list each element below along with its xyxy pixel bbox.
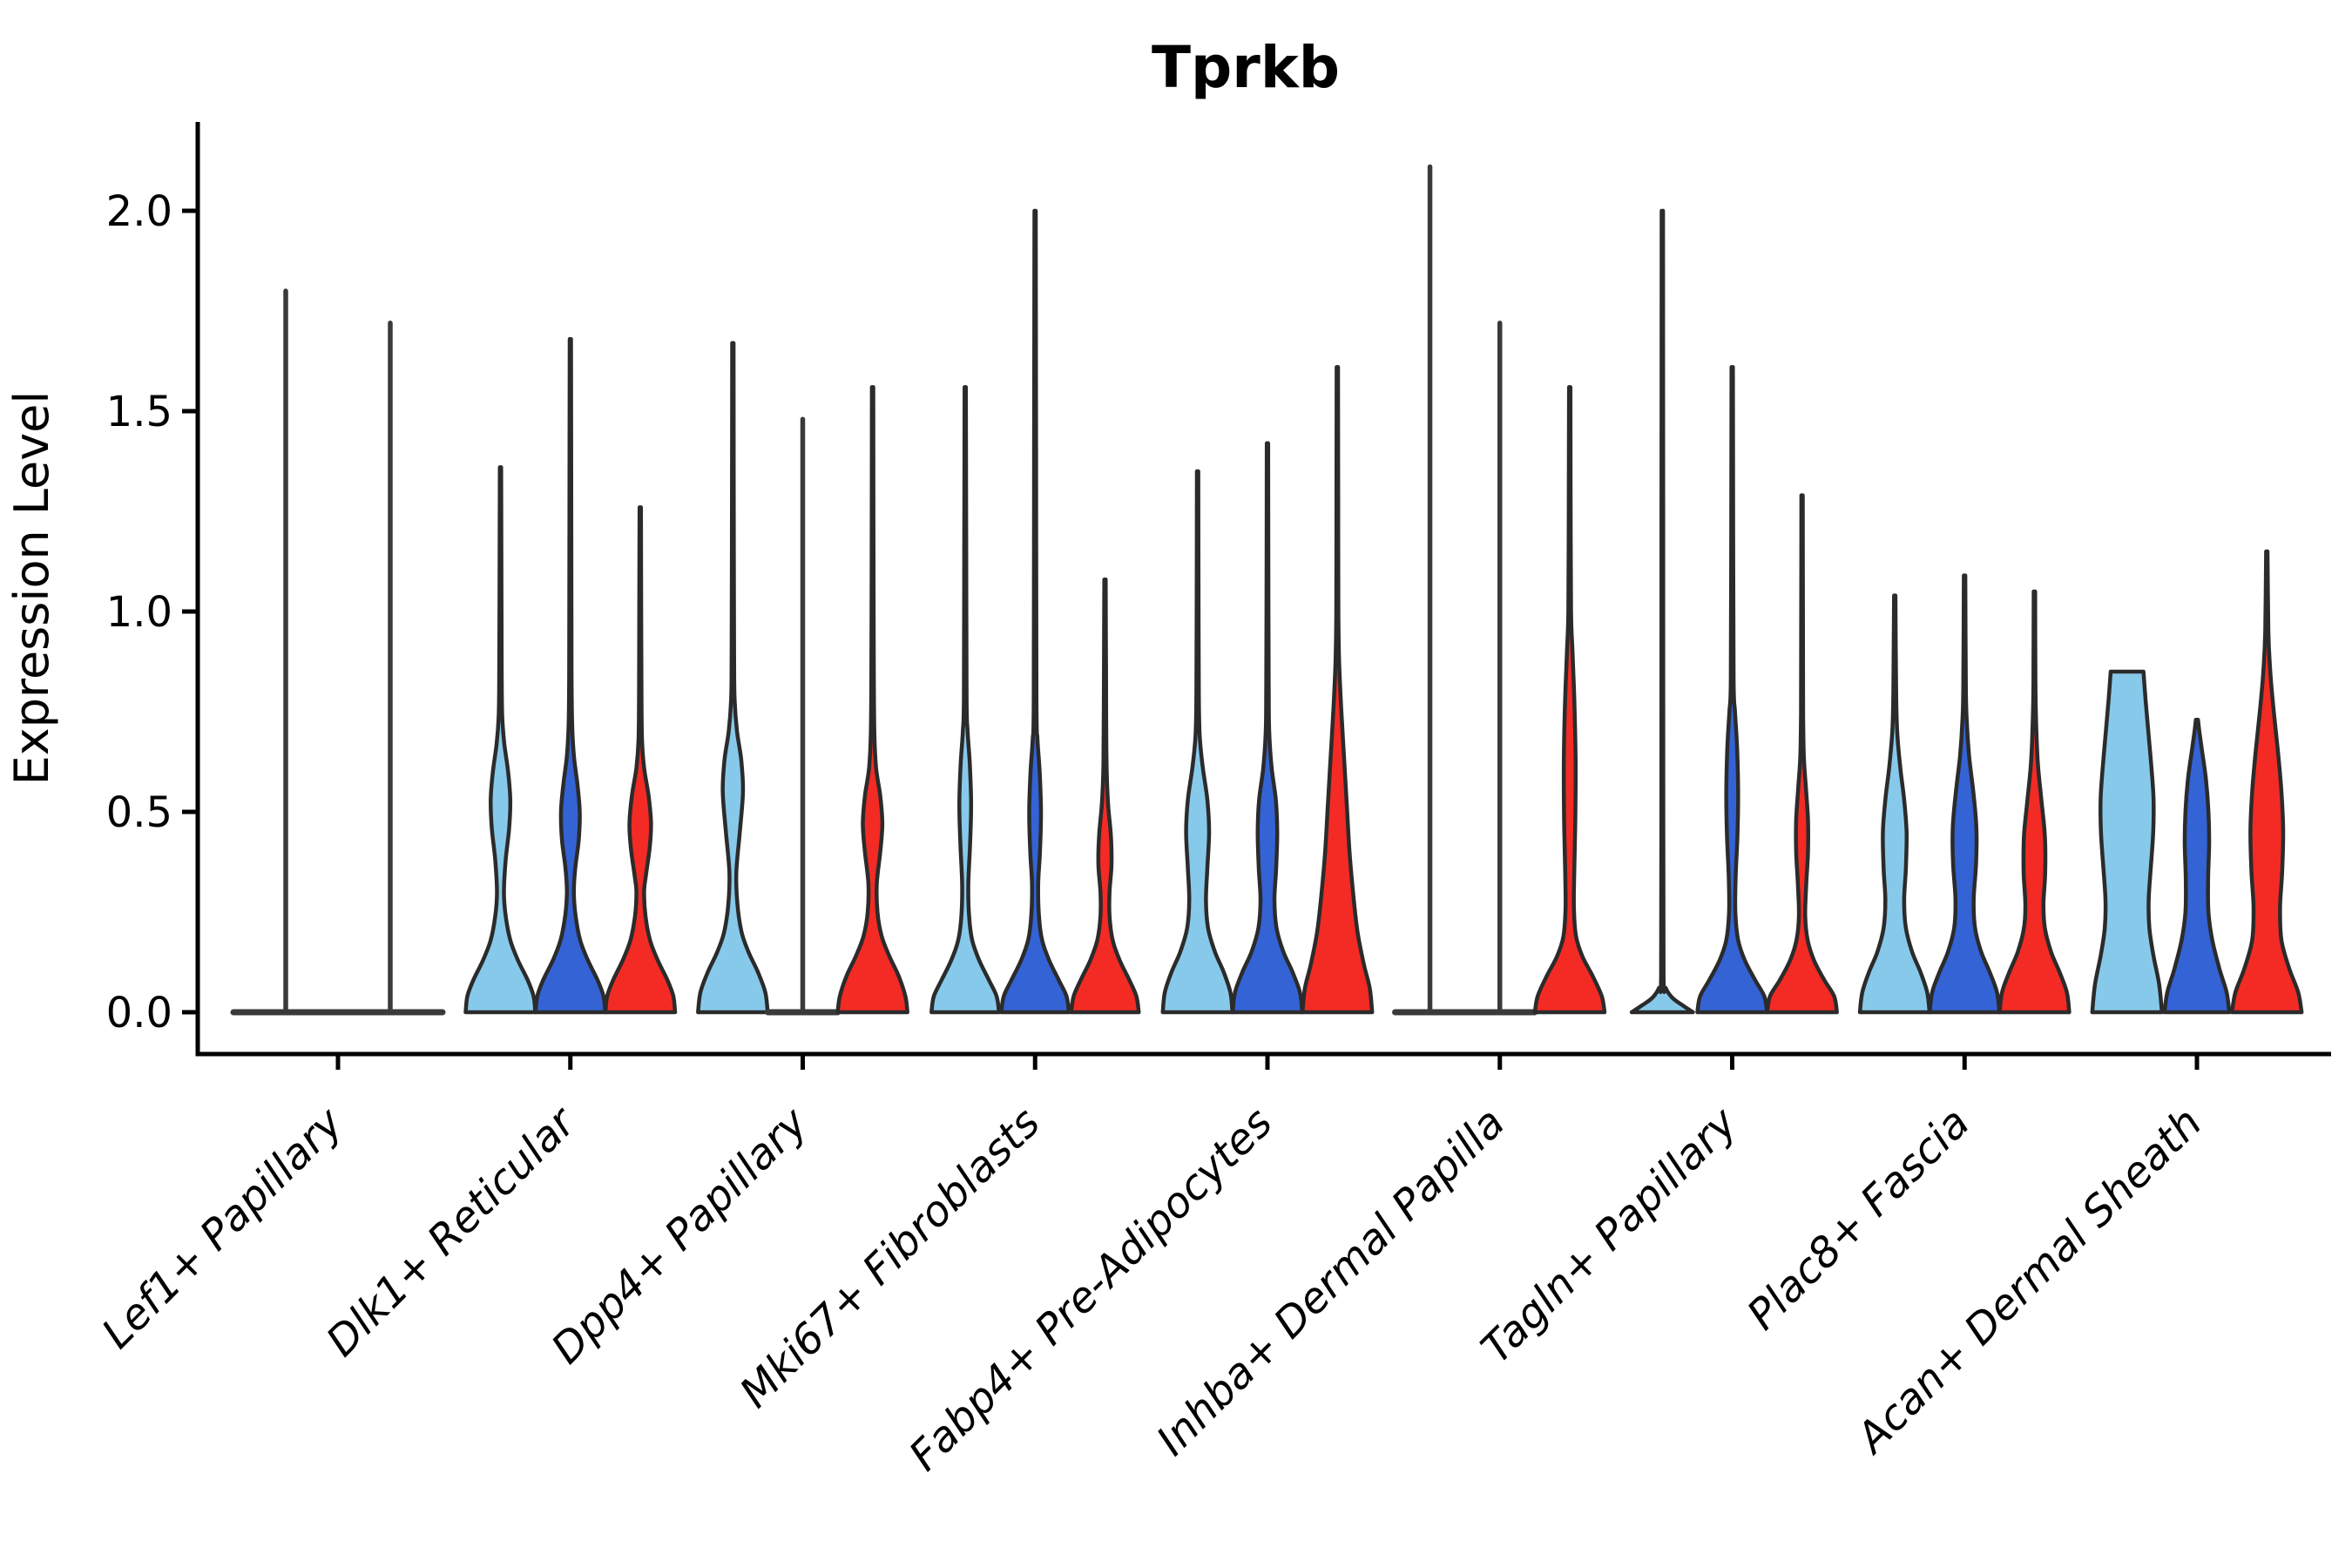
violin-acan-dermal-sheath-split2 (2162, 717, 2232, 1015)
violin-tagln-papillary-split2 (1695, 365, 1769, 1015)
violin-plac8-fascia-split2 (1928, 573, 2002, 1015)
violin-mki67-fibroblasts-split1 (929, 385, 1002, 1015)
violin-mki67-fibroblasts-split2 (999, 208, 1071, 1015)
violin-dlk1-reticular-split1 (463, 465, 537, 1015)
violin-dlk1-reticular-split3 (603, 505, 678, 1015)
violin-fabp4-pre-adipocytes-split3 (1300, 365, 1375, 1015)
violin-dpp4-papillary-split3 (835, 385, 909, 1015)
x-tick-label-7: Tagln+ Papillary (1472, 1098, 1747, 1373)
y-tick-label: 0.0 (106, 989, 172, 1037)
y-axis-label: Expression Level (4, 391, 59, 786)
violin-fabp4-pre-adipocytes-split2 (1230, 441, 1305, 1015)
y-tick-label: 0.5 (106, 788, 172, 837)
plot-title: Tprkb (1152, 34, 1340, 101)
violin-mki67-fibroblasts-split3 (1069, 577, 1141, 1015)
violin-plac8-fascia-split3 (1997, 589, 2072, 1015)
x-tick-label-3: Dpp4+ Papillary (542, 1098, 817, 1373)
y-tick-label: 1.0 (106, 588, 172, 637)
violin-tagln-papillary-split3 (1765, 493, 1839, 1015)
x-tick-label-8: Plac8+ Fascia (1738, 1098, 1979, 1340)
violin-inhba-dermal-papilla-split3 (1532, 385, 1607, 1015)
violin-acan-dermal-sheath-split3 (2229, 549, 2304, 1015)
violin-tagln-papillary-split1 (1629, 208, 1695, 1015)
violin-layer (230, 164, 2304, 1016)
y-tick-label: 2.0 (106, 187, 172, 236)
violin-fabp4-pre-adipocytes-split1 (1160, 469, 1235, 1015)
axes-layer (182, 122, 2331, 1070)
violin-dlk1-reticular-split2 (533, 336, 608, 1015)
violin-dpp4-papillary-split1 (696, 341, 770, 1015)
y-tick-label: 1.5 (106, 388, 172, 436)
x-tick-label-2: Dlk1+ Reticular (317, 1097, 587, 1367)
violin-plac8-fascia-split1 (1857, 593, 1932, 1015)
x-tick-label-1: Lef1+ Papillary (92, 1098, 353, 1358)
violin-acan-dermal-sheath-split1 (2090, 669, 2165, 1015)
